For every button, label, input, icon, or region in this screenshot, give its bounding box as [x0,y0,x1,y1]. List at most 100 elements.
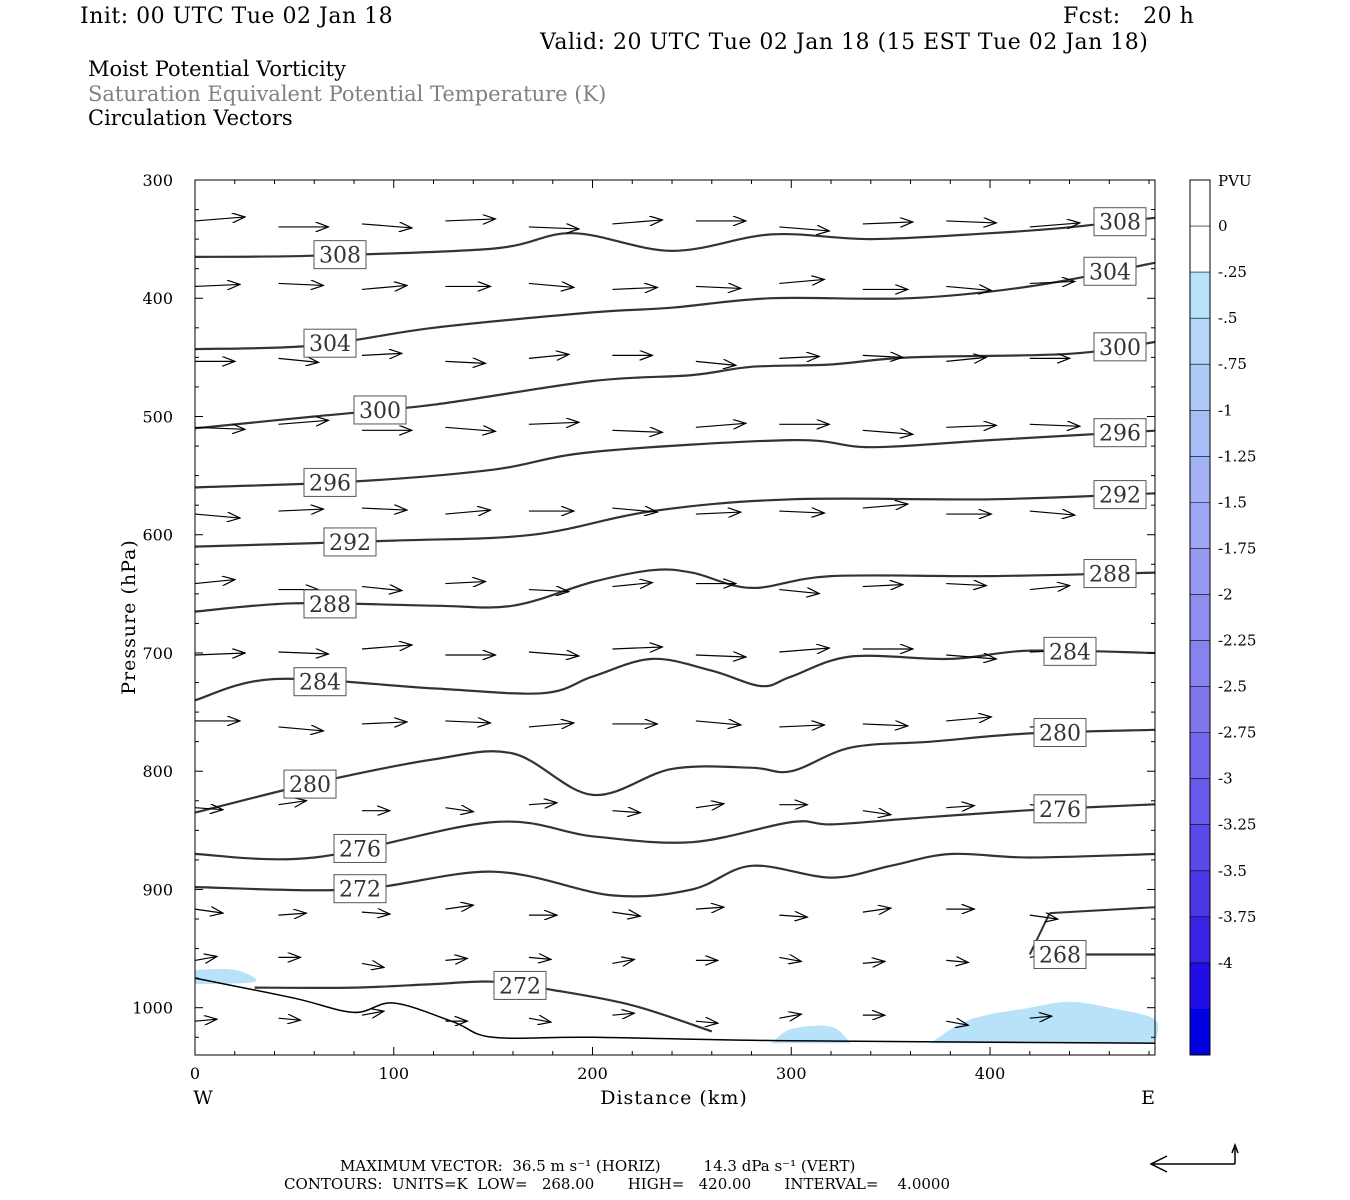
circulation-vector [278,801,306,805]
circulation-vector [361,508,407,510]
surface-line [194,977,1156,1044]
contour-label: 292 [1099,484,1141,509]
colorbar-swatch [1190,548,1210,595]
y-tick-label: 700 [142,644,173,663]
circulation-vector [528,957,551,959]
circulation-vector [445,427,495,431]
colorbar-label: -.5 [1218,309,1237,327]
circulation-vector [528,652,579,656]
contour-label: 280 [289,773,331,798]
colorbar-swatch [1190,962,1210,1010]
circulation-vector [946,655,996,659]
contour-label-box [313,240,367,270]
contour-label-box [283,769,337,799]
y-tick-label: 900 [142,880,173,899]
pv-fill-region [771,1025,851,1044]
colorbar-label: -3 [1218,770,1233,788]
circulation-vector [528,283,574,287]
forecast-hour: Fcst: 20 h [1063,4,1195,29]
circulation-vector [361,1011,384,1015]
x-axis-label: Distance (km) [600,1087,748,1109]
max-vector-note: MAXIMUM VECTOR: 36.5 m s⁻¹ (HORIZ) 14.3 … [340,1157,856,1175]
circulation-vector [1029,915,1058,919]
circulation-vector [194,956,217,960]
colorbar-title: PVU [1218,172,1252,190]
colorbar-swatch [1190,1008,1210,1056]
circulation-vector [612,647,662,649]
contour-line [194,728,1156,814]
circulation-vector [194,653,245,655]
colorbar-label: -3.5 [1218,862,1247,880]
circulation-vector [194,284,240,286]
circulation-vector [612,220,662,224]
circulation-vector [862,585,903,587]
x-tick-label: 200 [577,1064,608,1083]
contour-label-box [333,874,387,904]
reference-vector-icon [1149,1143,1239,1173]
y-axis-label: Pressure (hPa) [118,539,140,695]
circulation-vector [278,652,328,654]
contour-label-box [1093,332,1147,362]
circulation-vector [445,219,495,221]
circulation-vector [695,804,724,808]
colorbar-label: -2.75 [1218,724,1256,742]
circulation-vector [946,584,986,586]
contour-label-box [333,833,387,863]
circulation-vector [695,907,724,909]
colorbar-swatch [1190,318,1210,365]
circulation-vector [528,723,574,727]
circulation-vector [946,357,986,361]
contour-label: 288 [1089,563,1131,588]
colorbar-label: -4 [1218,954,1233,972]
contour-label: 284 [299,671,341,696]
circulation-vector [194,1019,217,1021]
circulation-vector [695,1021,718,1023]
circulation-vector [612,583,652,587]
circulation-vector [612,1013,634,1015]
contour-label: 272 [339,878,381,903]
colorbar-swatch [1190,916,1210,964]
circulation-vector [1029,281,1075,283]
circulation-vector [528,590,569,592]
contour-line [1049,906,1156,915]
contour-label: 300 [1099,336,1141,361]
colorbar-label: -.25 [1218,263,1247,281]
contour-label: 276 [339,837,381,862]
colorbar-label: -1.75 [1218,539,1256,557]
y-tick-label: 400 [142,289,173,308]
circulation-vector [278,283,323,285]
y-tick-label: 300 [142,171,173,190]
contour-line [194,649,1156,702]
contour-label-box [1033,718,1087,748]
circulation-vector [361,224,412,228]
circulation-vector [528,354,569,358]
contour-label-box [1093,207,1147,237]
circulation-vector [779,227,829,231]
circulation-vector [278,913,306,915]
circulation-vector [612,287,657,289]
circulation-vector [695,655,746,657]
contour-label-box [1083,256,1137,286]
colorbar-swatch [1190,410,1210,457]
colorbar-label: -1 [1218,401,1233,419]
contour-label-box [303,328,357,358]
contour-line [194,216,1156,258]
x-tick-label: 100 [378,1064,409,1083]
colorbar-label: -2.25 [1218,632,1256,650]
circulation-vector [361,587,402,591]
circulation-vector [779,648,829,652]
circulation-vector [194,514,240,518]
circulation-vector [946,425,996,427]
valid-time: Valid: 20 UTC Tue 02 Jan 18 (15 EST Tue … [540,30,1149,55]
circulation-vector [1029,511,1075,515]
circulation-vector [445,510,490,514]
circulation-vector [1029,1016,1052,1018]
contour-line [194,568,1156,613]
circulation-vector [695,512,741,514]
contour-label-box [1043,636,1097,666]
cross-section-chart: 308 308 304 304 300 300 296 296 292 292 288 288 284 2… [118,171,1256,1109]
circulation-vector [528,1018,551,1022]
circulation-vector [695,361,736,365]
circulation-vector [612,811,640,813]
circulation-vector [946,221,996,223]
